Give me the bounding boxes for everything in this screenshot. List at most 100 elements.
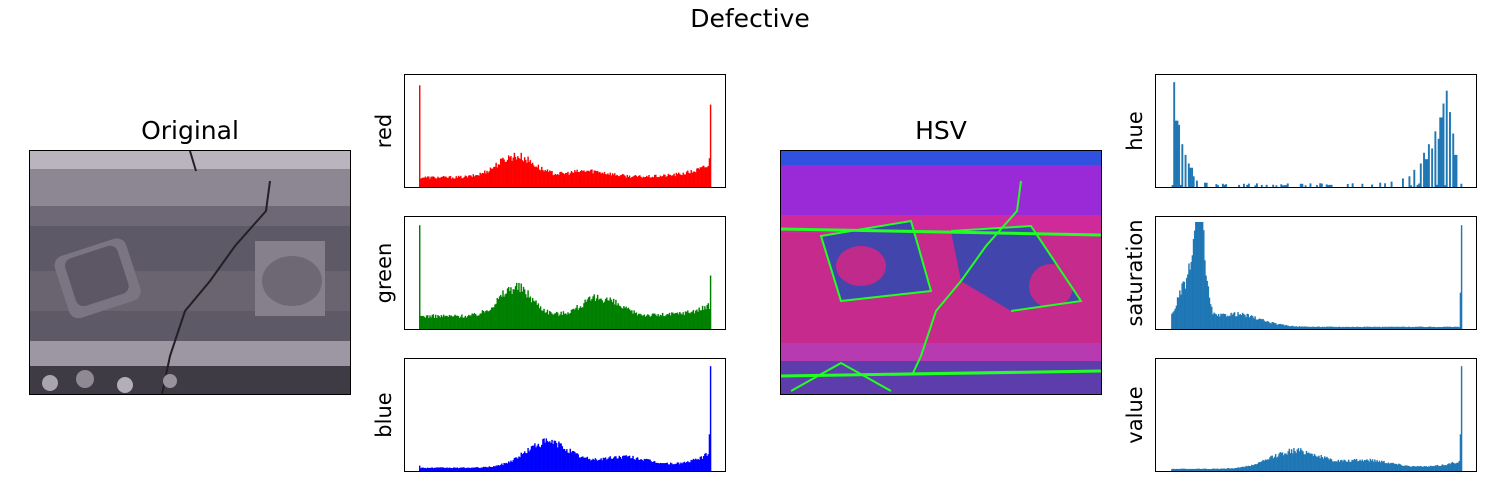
histogram-bar — [1290, 326, 1293, 329]
histogram-bar — [618, 305, 621, 329]
histogram-bar — [519, 457, 521, 471]
histogram-bar — [433, 317, 436, 329]
histogram-bar — [600, 458, 602, 471]
histogram-bar — [1402, 326, 1405, 329]
histogram-bar — [1180, 468, 1182, 471]
histogram-bar — [707, 303, 710, 329]
histogram-bar — [1410, 466, 1413, 471]
histogram-bar — [1441, 464, 1443, 471]
histogram-bar — [544, 442, 546, 471]
histogram-bar — [1326, 326, 1328, 329]
histogram-bar — [514, 457, 517, 471]
histogram-bar — [515, 457, 518, 471]
histogram-bar — [1220, 313, 1222, 329]
histogram-bar — [1391, 326, 1393, 329]
histogram-bar — [1204, 182, 1206, 187]
histogram-bar — [1206, 280, 1208, 329]
histogram-bar — [1330, 459, 1333, 471]
histogram-bar — [624, 455, 626, 471]
histogram-bar — [547, 171, 550, 187]
histogram-bar — [674, 463, 676, 471]
histogram-bar — [579, 306, 582, 329]
histogram-bar — [600, 298, 602, 329]
histogram-bar — [707, 165, 710, 187]
histogram-bar — [547, 442, 550, 471]
histogram-bar — [1320, 327, 1322, 329]
histogram-bar — [485, 310, 487, 329]
histogram-bar — [1309, 453, 1311, 471]
histogram-bar — [611, 458, 614, 471]
histogram-bar — [598, 459, 600, 471]
histogram-bar — [600, 173, 602, 187]
histogram-bar — [595, 298, 598, 329]
histogram-bar — [1235, 316, 1237, 329]
histogram-bar — [1232, 468, 1235, 471]
histogram-bar — [561, 446, 564, 471]
histogram-bar — [494, 304, 496, 329]
histogram-bar — [504, 463, 506, 471]
histogram-bar — [1288, 326, 1291, 329]
histogram-bar — [574, 309, 576, 329]
histogram-bar — [665, 176, 667, 187]
histogram-bar — [1196, 468, 1198, 471]
histogram-bar — [623, 455, 625, 471]
histogram-bar — [1351, 183, 1354, 187]
histogram-bar — [1408, 326, 1410, 329]
histogram-bar — [681, 463, 683, 471]
histogram-bar — [1299, 183, 1302, 187]
histogram-bar — [1172, 312, 1174, 329]
histogram-bar — [562, 173, 565, 187]
histogram-bar — [1333, 326, 1335, 329]
histogram-bar — [1230, 312, 1232, 329]
histogram-bar — [1276, 457, 1278, 471]
histogram-bar — [1205, 182, 1208, 187]
histogram-bar — [517, 156, 519, 187]
histogram-bar — [1197, 468, 1199, 471]
histogram-bar — [1268, 459, 1270, 471]
histogram-bar — [661, 463, 664, 471]
histogram-bar — [1252, 465, 1254, 471]
histogram-bar — [447, 177, 449, 187]
histogram-bar — [579, 170, 582, 187]
histogram-bar — [641, 315, 643, 329]
histogram-bar — [1192, 176, 1195, 187]
histogram-bar — [1227, 315, 1229, 329]
histogram-bar — [625, 306, 627, 329]
histogram-bar — [1312, 455, 1315, 471]
histogram-bar — [588, 458, 591, 471]
histogram-bar — [514, 286, 517, 329]
histogram-bar — [1174, 308, 1176, 329]
histogram-bar — [1327, 326, 1329, 329]
histogram-bar — [1238, 184, 1241, 187]
histogram-bar — [1308, 452, 1310, 471]
histogram-bar — [1223, 313, 1226, 329]
histogram-bar — [518, 456, 520, 471]
histogram-bar — [1400, 326, 1402, 329]
histogram-bar — [675, 172, 678, 187]
histogram-bar — [446, 315, 448, 329]
histogram-bar — [499, 464, 502, 471]
histogram-bar — [1253, 464, 1255, 471]
histogram-bar — [552, 444, 554, 471]
histogram-bar — [1341, 327, 1343, 329]
histogram-bar — [463, 177, 465, 187]
histogram-bar — [666, 314, 668, 329]
histogram-bar — [553, 440, 556, 471]
histogram-bar — [1233, 312, 1236, 329]
histogram-bar — [640, 314, 642, 329]
histogram-bar — [1263, 460, 1265, 471]
histogram-bar — [425, 468, 428, 471]
histogram-bar — [660, 176, 663, 187]
saturation-ylabel: saturation — [1123, 219, 1147, 327]
histogram-bar — [1420, 326, 1423, 329]
histogram-bar — [663, 174, 665, 187]
histogram-bar — [601, 300, 603, 329]
histogram-bar — [1449, 326, 1451, 329]
histogram-bar — [469, 315, 471, 329]
histogram-bar — [1227, 468, 1229, 471]
histogram-bar — [1404, 326, 1407, 329]
histogram-bar — [472, 314, 475, 329]
histogram-bar — [523, 451, 526, 471]
histogram-bar — [445, 315, 447, 329]
histogram-bar — [577, 171, 579, 187]
